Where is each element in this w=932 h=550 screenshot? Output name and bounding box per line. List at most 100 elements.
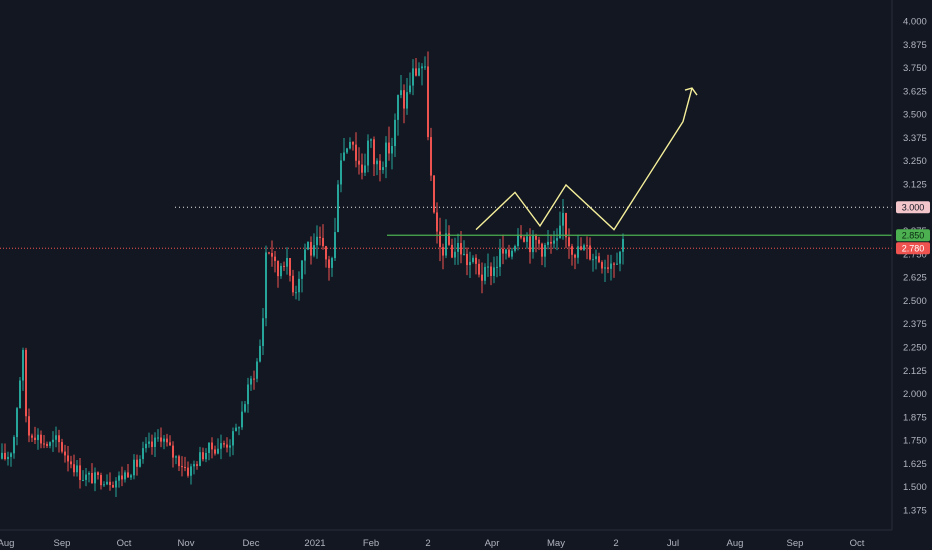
candle-body <box>547 241 549 245</box>
candle-body <box>397 95 399 120</box>
candle-body <box>196 464 198 466</box>
candle-body <box>340 160 342 185</box>
candle-body <box>163 438 165 442</box>
candle-body <box>325 246 327 260</box>
candle-body <box>241 411 243 428</box>
y-tick-label: 2.250 <box>903 343 927 354</box>
candle-body <box>529 236 531 253</box>
candle-body <box>427 66 429 138</box>
candle-body <box>379 160 381 170</box>
candle-body <box>349 141 351 149</box>
candle-body <box>115 480 117 488</box>
candle-body <box>70 461 72 465</box>
candle-body <box>178 456 180 467</box>
candle-body <box>10 453 12 457</box>
candle-body <box>46 443 48 446</box>
candle-body <box>598 256 600 263</box>
candle-body <box>208 442 210 453</box>
candle-body <box>334 232 336 259</box>
candle-body <box>106 481 108 485</box>
candle-body <box>73 464 75 473</box>
y-tick-label: 1.625 <box>903 459 927 470</box>
y-tick-label: 3.375 <box>903 133 927 144</box>
candle-body <box>277 260 279 277</box>
candle-body <box>109 481 111 486</box>
candle-body <box>22 349 24 381</box>
candle-body <box>487 266 489 268</box>
candle-body <box>568 237 570 247</box>
candle-body <box>535 235 537 240</box>
candle-body <box>181 466 183 468</box>
x-tick-label: May <box>547 538 565 549</box>
y-tick-label: 4.000 <box>903 17 927 28</box>
y-tick-label: 1.875 <box>903 412 927 423</box>
candle-body <box>538 239 540 244</box>
candle-body <box>601 262 603 269</box>
candle-body <box>382 167 384 170</box>
candle-body <box>193 464 195 467</box>
badge-last-price <box>896 242 930 255</box>
candle-body <box>34 437 36 441</box>
candle-body <box>400 90 402 96</box>
candle-body <box>232 431 234 446</box>
candle-body <box>310 241 312 256</box>
candle-body <box>430 137 432 176</box>
candle-body <box>280 265 282 277</box>
candle-body <box>559 225 561 239</box>
candle-body <box>571 246 573 255</box>
candle-body <box>313 245 315 256</box>
candle-body <box>307 241 309 250</box>
candle-body <box>445 233 447 256</box>
candle-body <box>574 254 576 258</box>
candle-body <box>577 246 579 258</box>
candle-body <box>250 378 252 385</box>
candle-body <box>301 260 303 279</box>
candle-body <box>532 235 534 253</box>
x-tick-label: Dec <box>243 538 260 549</box>
time-axis[interactable]: Aug Sep Oct Nov Dec 2021 Feb 2 Apr May 2 Jul Aug Sep O… <box>0 538 865 549</box>
candle-body <box>304 249 306 261</box>
candle-body <box>175 456 177 458</box>
y-tick-label: 3.125 <box>903 180 927 191</box>
candle-body <box>121 475 123 480</box>
candle-body <box>43 443 45 445</box>
candle-body <box>76 465 78 473</box>
candle-body <box>124 472 126 480</box>
candle-body <box>25 349 27 417</box>
y-tick-label: 1.750 <box>903 436 927 447</box>
candle-body <box>508 249 510 257</box>
candle-body <box>88 472 90 475</box>
candle-body <box>562 212 564 226</box>
candle-body <box>622 238 624 252</box>
candle-body <box>211 442 213 450</box>
candle-body <box>169 442 171 446</box>
candle-body <box>40 434 42 444</box>
x-tick-label: Feb <box>363 538 379 549</box>
candle-body <box>328 259 330 268</box>
x-tick-label: Oct <box>117 538 132 549</box>
candle-body <box>202 452 204 460</box>
candle-body <box>616 263 618 265</box>
candle-body <box>58 435 60 443</box>
candle-body <box>64 451 66 456</box>
double-top-projection-path[interactable] <box>475 87 693 231</box>
candle-body <box>148 441 150 444</box>
candle-body <box>265 252 267 319</box>
candle-body <box>421 66 423 69</box>
candle-body <box>553 240 555 244</box>
candle-body <box>580 246 582 250</box>
candle-body <box>454 251 456 258</box>
candle-body <box>514 246 516 251</box>
candle-body <box>472 257 474 262</box>
candle-body <box>157 437 159 439</box>
candle-body <box>217 448 219 454</box>
x-tick-label: Oct <box>850 538 865 549</box>
candle-body <box>136 459 138 467</box>
candle-body <box>166 438 168 443</box>
candle-body <box>376 160 378 165</box>
candle-body <box>79 465 81 481</box>
candle-body <box>394 119 396 147</box>
candle-body <box>7 456 9 460</box>
candle-body <box>13 437 15 454</box>
